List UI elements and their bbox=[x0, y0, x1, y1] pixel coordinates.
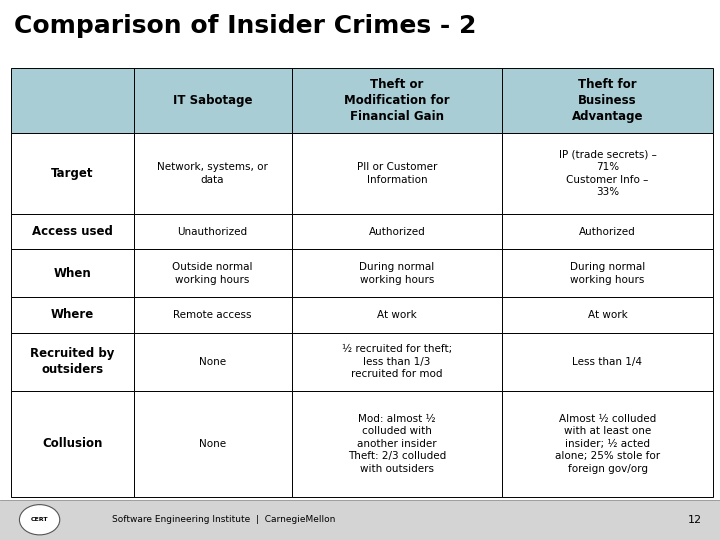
Text: Access used: Access used bbox=[32, 225, 112, 238]
Bar bbox=[503, 68, 713, 133]
Bar bbox=[11, 391, 134, 497]
Bar bbox=[0, 500, 720, 540]
Bar bbox=[503, 249, 713, 298]
Text: None: None bbox=[199, 357, 226, 367]
Text: IT Sabotage: IT Sabotage bbox=[173, 94, 253, 107]
Text: Unauthorized: Unauthorized bbox=[178, 227, 248, 237]
Bar bbox=[134, 133, 292, 214]
Text: Theft or
Modification for
Financial Gain: Theft or Modification for Financial Gain bbox=[344, 78, 450, 123]
Bar bbox=[292, 133, 503, 214]
Bar bbox=[134, 249, 292, 298]
Text: During normal
working hours: During normal working hours bbox=[359, 262, 435, 285]
Bar bbox=[292, 214, 503, 249]
Text: ½ recruited for theft;
less than 1/3
recruited for mod: ½ recruited for theft; less than 1/3 rec… bbox=[342, 345, 452, 379]
Bar bbox=[503, 133, 713, 214]
Bar bbox=[11, 214, 134, 249]
Bar bbox=[503, 391, 713, 497]
Text: Almost ½ colluded
with at least one
insider; ½ acted
alone; 25% stole for
foreig: Almost ½ colluded with at least one insi… bbox=[555, 414, 660, 474]
Text: During normal
working hours: During normal working hours bbox=[570, 262, 645, 285]
Bar bbox=[11, 68, 134, 133]
Text: Software Engineering Institute  |  CarnegieMellon: Software Engineering Institute | Carnegi… bbox=[112, 515, 335, 524]
Text: Collusion: Collusion bbox=[42, 437, 102, 450]
Bar bbox=[134, 214, 292, 249]
Text: Outside normal
working hours: Outside normal working hours bbox=[172, 262, 253, 285]
Bar bbox=[292, 298, 503, 333]
Text: CERT: CERT bbox=[31, 517, 48, 522]
Text: When: When bbox=[53, 267, 91, 280]
Text: 12: 12 bbox=[688, 515, 702, 525]
Text: Theft for
Business
Advantage: Theft for Business Advantage bbox=[572, 78, 643, 123]
Bar bbox=[11, 249, 134, 298]
Text: Authorized: Authorized bbox=[579, 227, 636, 237]
Bar bbox=[292, 68, 503, 133]
Text: Mod: almost ½
colluded with
another insider
Theft: 2/3 colluded
with outsiders: Mod: almost ½ colluded with another insi… bbox=[348, 414, 446, 474]
Bar bbox=[11, 298, 134, 333]
Text: IP (trade secrets) –
71%
Customer Info –
33%: IP (trade secrets) – 71% Customer Info –… bbox=[559, 150, 657, 197]
Bar bbox=[503, 214, 713, 249]
Text: Network, systems, or
data: Network, systems, or data bbox=[157, 163, 268, 185]
Text: At work: At work bbox=[588, 310, 627, 320]
Bar bbox=[134, 333, 292, 391]
Text: Target: Target bbox=[51, 167, 94, 180]
Bar bbox=[503, 333, 713, 391]
Text: None: None bbox=[199, 439, 226, 449]
Bar bbox=[11, 133, 134, 214]
Bar bbox=[11, 333, 134, 391]
Bar bbox=[503, 298, 713, 333]
Text: Where: Where bbox=[50, 308, 94, 321]
Bar bbox=[292, 249, 503, 298]
Text: Less than 1/4: Less than 1/4 bbox=[572, 357, 642, 367]
Text: PII or Customer
Information: PII or Customer Information bbox=[356, 163, 437, 185]
Bar bbox=[134, 298, 292, 333]
Text: At work: At work bbox=[377, 310, 417, 320]
Text: Comparison of Insider Crimes - 2: Comparison of Insider Crimes - 2 bbox=[14, 14, 477, 37]
Text: Recruited by
outsiders: Recruited by outsiders bbox=[30, 347, 114, 376]
Text: Remote access: Remote access bbox=[174, 310, 252, 320]
Text: Authorized: Authorized bbox=[369, 227, 426, 237]
Bar bbox=[292, 391, 503, 497]
Circle shape bbox=[19, 504, 60, 535]
Bar bbox=[134, 68, 292, 133]
Bar bbox=[134, 391, 292, 497]
Bar bbox=[292, 333, 503, 391]
